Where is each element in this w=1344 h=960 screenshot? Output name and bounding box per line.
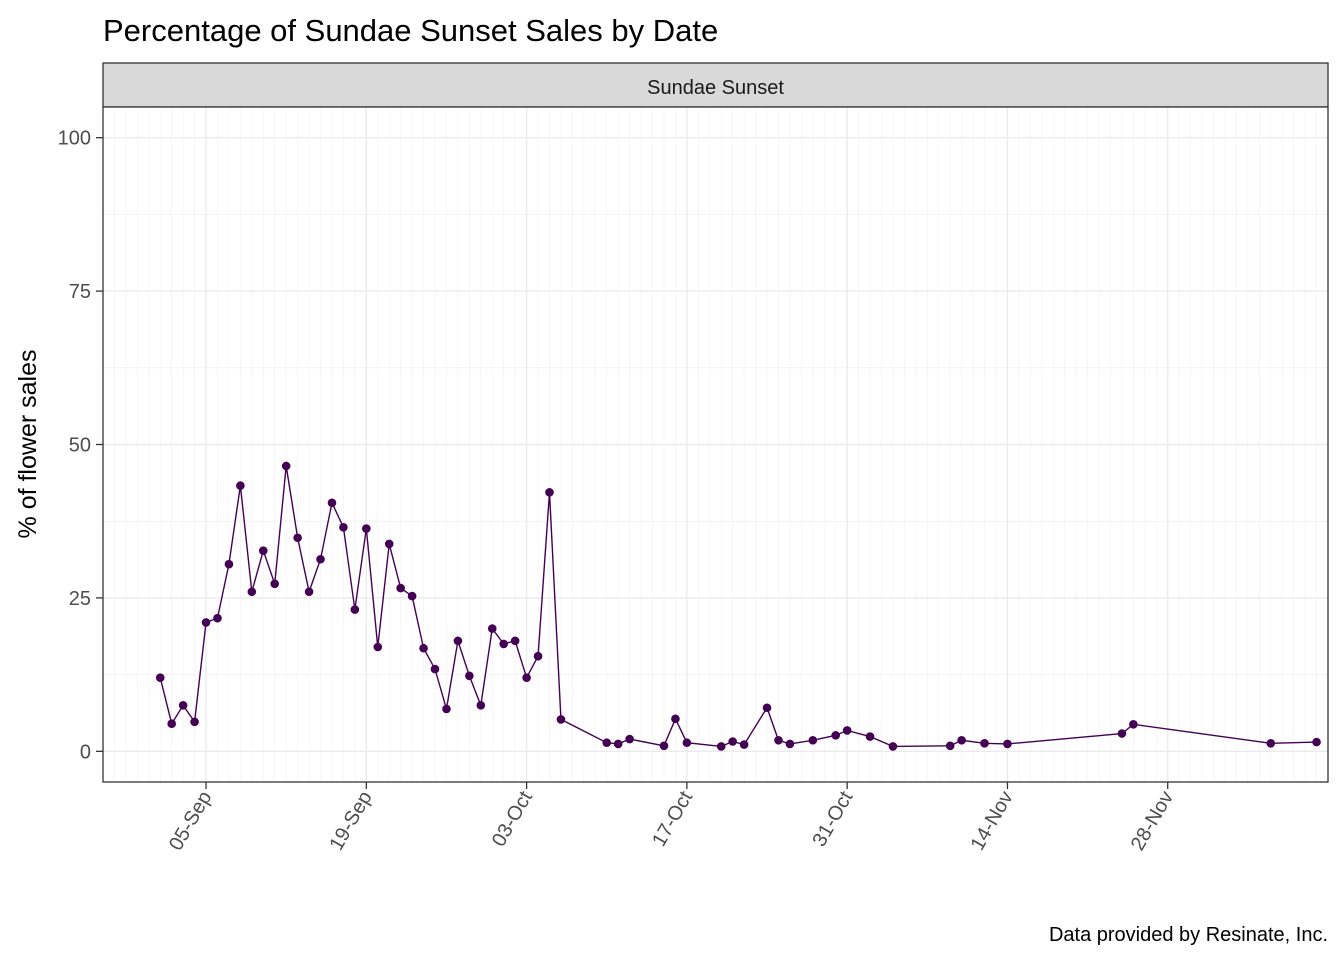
x-tick-label: 17-Oct	[648, 787, 697, 850]
data-point	[362, 524, 371, 533]
data-point	[442, 704, 451, 714]
data-point	[499, 639, 509, 649]
data-point	[831, 731, 841, 740]
data-point	[613, 739, 623, 749]
x-axis: 05-Sep 19-Sep 03-Oct 17-Oct 31-Oct 14-Nov 28-N…	[165, 782, 1178, 854]
data-point	[682, 738, 692, 748]
y-axis-label: % of flower sales	[14, 350, 42, 539]
data-point	[430, 664, 440, 674]
data-point	[522, 673, 531, 682]
data-point	[808, 735, 818, 745]
data-point	[1117, 729, 1127, 738]
x-tick-label: 14-Nov	[966, 788, 1017, 855]
chart-title: Percentage of Sundae Sunset Sales by Dat…	[103, 13, 718, 48]
data-point	[625, 734, 634, 744]
data-point	[384, 539, 394, 549]
x-tick-label: 03-Oct	[488, 787, 537, 850]
data-point	[270, 579, 280, 589]
y-tick-label: 0	[80, 741, 91, 763]
data-point	[980, 739, 989, 748]
data-point	[419, 643, 428, 653]
data-point	[556, 715, 566, 724]
data-point	[1312, 737, 1321, 747]
data-point	[533, 651, 543, 661]
data-point	[842, 726, 852, 735]
x-tick-label: 05-Sep	[165, 788, 216, 855]
data-point	[155, 673, 165, 682]
data-point	[1129, 720, 1138, 729]
data-point	[659, 741, 669, 751]
x-tick-label: 31-Oct	[808, 787, 857, 850]
data-point	[728, 737, 737, 746]
data-point	[224, 559, 234, 569]
data-point	[236, 481, 245, 490]
data-point	[396, 583, 405, 593]
data-point	[957, 735, 966, 745]
x-tick-label: 28-Nov	[1127, 788, 1178, 855]
data-point	[774, 735, 783, 745]
data-point	[671, 714, 680, 724]
data-point	[1003, 739, 1012, 749]
y-tick-label: 50	[69, 435, 91, 457]
facet-label: Sundae Sunset	[647, 77, 784, 99]
data-point	[487, 624, 497, 633]
data-point	[407, 591, 417, 601]
data-point	[476, 701, 486, 710]
data-point	[888, 742, 898, 751]
data-point	[465, 671, 474, 681]
data-point	[247, 587, 257, 597]
facet-strip	[102, 62, 1329, 108]
x-tick-label: 19-Sep	[325, 788, 376, 855]
y-tick-label: 25	[69, 588, 91, 610]
data-point	[316, 554, 325, 564]
data-point	[178, 701, 188, 710]
data-point	[1266, 739, 1276, 748]
data-point	[281, 461, 291, 471]
data-point	[304, 587, 314, 597]
y-tick-label: 75	[69, 281, 91, 303]
data-point	[327, 498, 337, 508]
data-point	[213, 613, 222, 623]
y-tick-label: 100	[58, 128, 91, 150]
data-point	[602, 738, 612, 748]
data-point	[350, 605, 360, 614]
data-point	[785, 739, 795, 749]
major-horizontal-gridlines	[103, 136, 1328, 753]
data-point	[201, 618, 211, 627]
y-axis: 0 25 50 75 100	[58, 128, 103, 763]
data-point	[373, 642, 383, 652]
data-point	[167, 719, 176, 728]
series-points	[155, 461, 1321, 751]
data-point	[865, 732, 875, 741]
data-point	[258, 546, 268, 555]
data-point	[945, 741, 955, 751]
data-point	[293, 533, 302, 543]
data-point	[762, 703, 772, 713]
data-point	[545, 488, 554, 497]
chart-caption: Data provided by Resinate, Inc.	[1049, 924, 1328, 946]
data-point	[190, 717, 199, 727]
data-point	[716, 742, 726, 751]
data-point	[510, 636, 520, 646]
data-point	[339, 523, 348, 532]
data-point	[453, 636, 463, 646]
minor-horizontal-gridlines	[103, 213, 1328, 676]
data-point	[739, 740, 749, 749]
